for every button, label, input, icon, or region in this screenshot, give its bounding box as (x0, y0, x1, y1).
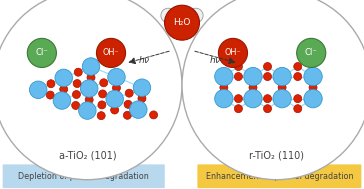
Circle shape (60, 85, 68, 93)
Circle shape (27, 38, 56, 67)
Circle shape (264, 95, 272, 103)
Circle shape (294, 73, 302, 81)
Circle shape (72, 101, 80, 109)
Text: H₂O: H₂O (173, 18, 191, 27)
FancyBboxPatch shape (197, 164, 361, 188)
Circle shape (111, 106, 119, 114)
Circle shape (138, 94, 146, 102)
Circle shape (85, 96, 93, 104)
Circle shape (294, 105, 302, 113)
Circle shape (264, 63, 272, 70)
Circle shape (304, 89, 322, 108)
Text: OH⁻: OH⁻ (225, 48, 241, 57)
Circle shape (47, 80, 55, 88)
Circle shape (46, 91, 54, 99)
Circle shape (98, 101, 106, 109)
Circle shape (220, 84, 228, 91)
Circle shape (249, 84, 257, 91)
Circle shape (106, 90, 123, 108)
Circle shape (125, 89, 133, 97)
Circle shape (108, 68, 125, 86)
Circle shape (273, 67, 291, 86)
Circle shape (53, 92, 71, 109)
Circle shape (234, 95, 242, 103)
Circle shape (73, 80, 81, 88)
Circle shape (304, 67, 322, 86)
Circle shape (79, 102, 96, 119)
Circle shape (161, 8, 175, 23)
Circle shape (80, 80, 98, 97)
Text: a-TiO₂ (101): a-TiO₂ (101) (59, 151, 116, 161)
Circle shape (278, 84, 286, 91)
Text: Cl⁻: Cl⁻ (305, 48, 318, 57)
Circle shape (104, 39, 118, 52)
Text: Depletion of phenol degradation: Depletion of phenol degradation (18, 172, 149, 181)
Circle shape (74, 68, 82, 76)
Circle shape (55, 69, 72, 87)
Circle shape (87, 74, 95, 81)
Circle shape (234, 105, 242, 113)
Circle shape (215, 89, 233, 108)
FancyBboxPatch shape (3, 164, 165, 188)
Circle shape (189, 8, 203, 23)
Circle shape (100, 79, 108, 87)
Circle shape (226, 39, 240, 52)
Circle shape (264, 105, 272, 113)
Text: $h\nu$: $h\nu$ (138, 54, 150, 65)
Text: OH⁻: OH⁻ (103, 48, 119, 57)
Circle shape (182, 0, 364, 180)
Circle shape (130, 101, 147, 118)
Circle shape (72, 91, 80, 98)
Circle shape (244, 67, 262, 86)
Circle shape (97, 112, 105, 120)
Text: r-TiO₂ (110): r-TiO₂ (110) (249, 151, 304, 161)
Circle shape (133, 79, 151, 96)
Circle shape (215, 67, 233, 86)
Circle shape (150, 111, 158, 119)
Circle shape (99, 90, 107, 98)
Circle shape (123, 111, 131, 119)
Text: Cl⁻: Cl⁻ (35, 48, 48, 57)
Circle shape (234, 63, 242, 70)
Circle shape (82, 58, 100, 75)
Circle shape (309, 84, 317, 91)
Circle shape (218, 38, 248, 67)
Circle shape (294, 95, 302, 103)
Circle shape (297, 38, 326, 67)
Text: Enhancement of phenol degradation: Enhancement of phenol degradation (206, 172, 353, 181)
Circle shape (0, 0, 182, 180)
Circle shape (244, 89, 262, 108)
Circle shape (96, 38, 126, 67)
Circle shape (273, 89, 291, 108)
Circle shape (234, 73, 242, 81)
Circle shape (29, 81, 47, 98)
Circle shape (124, 100, 132, 108)
Text: $h\nu$: $h\nu$ (209, 54, 222, 65)
Circle shape (264, 73, 272, 81)
Circle shape (165, 5, 199, 40)
Circle shape (112, 84, 120, 92)
Circle shape (294, 63, 302, 70)
